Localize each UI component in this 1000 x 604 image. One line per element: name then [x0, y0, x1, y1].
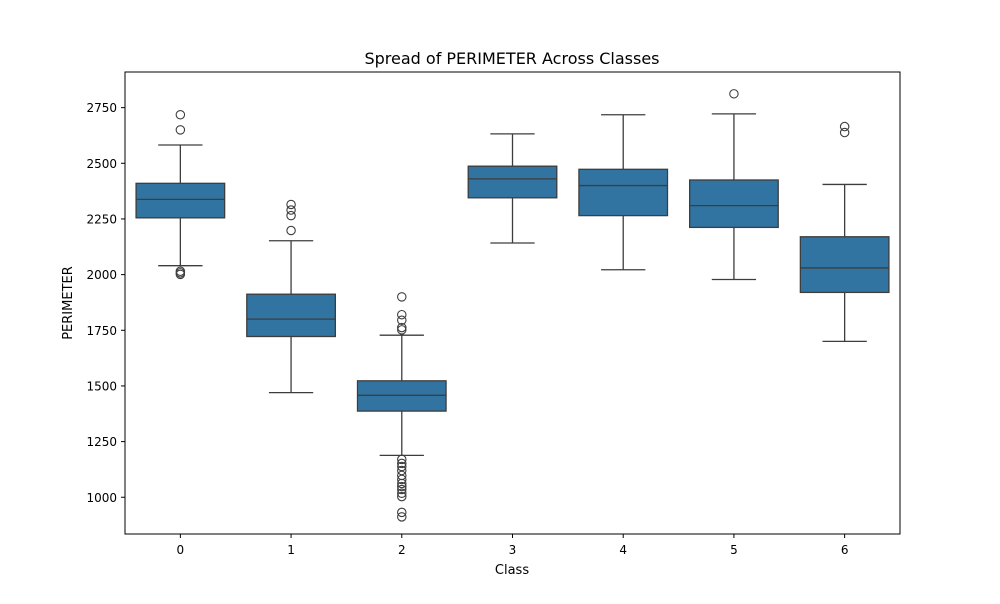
outlier-point: [397, 507, 407, 518]
outlier-point: [175, 109, 186, 120]
outlier-point: [729, 89, 739, 99]
outlier-point: [286, 199, 296, 210]
plot-area: 1000 1250 1500 1750 2000 2250 2500 2750 0 1 2 3 4 5 6: [86, 89, 890, 557]
outlier-point: [397, 322, 407, 333]
y-tick-label: 2250: [86, 212, 117, 226]
x-tick-label: 6: [841, 543, 849, 557]
chart-title: Spread of PERIMETER Across Classes: [364, 49, 659, 68]
outlier-point: [397, 512, 407, 522]
box-class-6: [799, 236, 890, 294]
outlier-point: [397, 458, 407, 469]
box-class-3: [467, 165, 558, 199]
outlier-point: [175, 269, 186, 280]
x-tick-label: 4: [619, 543, 627, 557]
y-tick-label: 1500: [86, 379, 117, 393]
outlier-point: [839, 127, 850, 138]
outlier-point: [397, 315, 407, 326]
y-tick-label: 1750: [86, 324, 117, 338]
outlier-point: [397, 309, 407, 320]
outlier-point: [286, 225, 296, 236]
x-tick-label: 0: [177, 543, 185, 557]
outlier-point: [397, 484, 407, 495]
box-class-4: [578, 168, 669, 217]
outlier-point: [397, 292, 407, 302]
x-tick-label: 3: [509, 543, 517, 557]
outlier-point: [397, 488, 407, 499]
outlier-point: [397, 481, 407, 492]
plot-frame: [124, 71, 901, 535]
box-class-2: [356, 380, 447, 412]
x-axis-label: Class: [495, 563, 529, 578]
x-tick-label: 1: [287, 543, 295, 557]
y-tick-label: 2750: [86, 101, 117, 115]
outlier-point: [286, 205, 296, 215]
outlier-point: [397, 491, 407, 502]
y-tick-label: 1000: [86, 491, 117, 505]
x-tick-label: 2: [398, 543, 406, 557]
outlier-point: [397, 478, 407, 489]
box-class-1: [246, 293, 337, 338]
y-axis-label: PERIMETER: [61, 266, 76, 340]
box-class-5: [688, 179, 779, 229]
outlier-point: [175, 125, 186, 135]
outlier-point: [286, 210, 296, 221]
outlier-point: [839, 121, 850, 132]
outlier-point: [397, 325, 407, 335]
x-tick-label: 5: [730, 543, 738, 557]
box-class-0: [135, 182, 226, 219]
y-tick-label: 1250: [86, 435, 117, 449]
y-tick-label: 2500: [86, 157, 117, 171]
y-tick-label: 2000: [86, 268, 117, 282]
outlier-point: [397, 474, 407, 485]
outlier-point: [397, 454, 407, 465]
